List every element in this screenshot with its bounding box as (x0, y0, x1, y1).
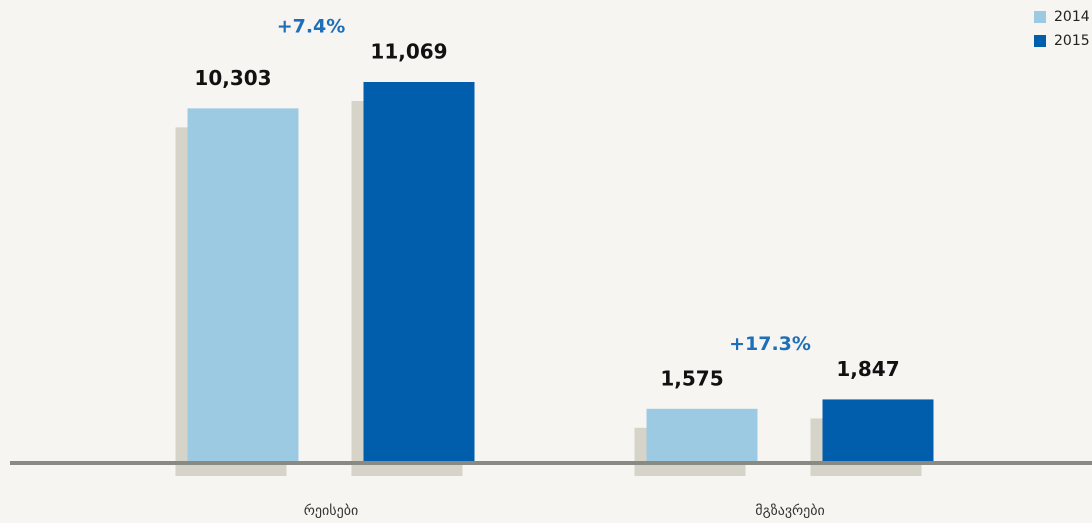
legend-label: 2014 (1054, 9, 1090, 25)
legend-swatch (1034, 35, 1046, 47)
legend-label: 2015 (1054, 33, 1090, 49)
x-tick-label: მგზავრები (755, 502, 825, 519)
value-label: 1,575 (660, 366, 723, 390)
value-label: 11,069 (370, 40, 447, 64)
bar (822, 399, 934, 463)
value-label: 1,847 (836, 357, 899, 381)
bar (187, 108, 299, 464)
x-tick-label: რეისები (304, 502, 358, 519)
legend-swatch (1034, 11, 1046, 23)
bar (646, 408, 758, 463)
annotation: +7.4% (277, 16, 346, 38)
annotation: +17.3% (729, 333, 811, 355)
value-label: 10,303 (194, 66, 271, 90)
bar (363, 82, 475, 463)
